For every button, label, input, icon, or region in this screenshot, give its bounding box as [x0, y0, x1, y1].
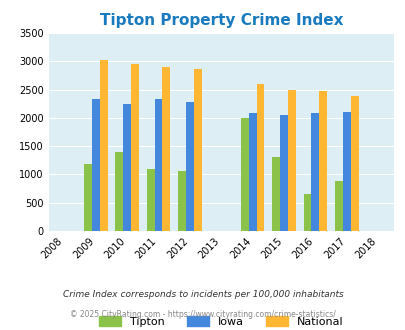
Bar [248, 113, 256, 231]
Bar [131, 64, 139, 231]
Bar [84, 164, 92, 231]
Bar [193, 69, 201, 231]
Bar [272, 157, 279, 231]
Bar [123, 104, 131, 231]
Bar [350, 96, 358, 231]
Bar [279, 115, 287, 231]
Bar [178, 171, 185, 231]
Bar [287, 89, 295, 231]
Bar [303, 194, 311, 231]
Bar [100, 60, 107, 231]
Bar [342, 112, 350, 231]
Bar [185, 102, 193, 231]
Bar [311, 113, 318, 231]
Bar [256, 84, 264, 231]
Text: © 2025 CityRating.com - https://www.cityrating.com/crime-statistics/: © 2025 CityRating.com - https://www.city… [70, 310, 335, 319]
Bar [154, 99, 162, 231]
Bar [240, 118, 248, 231]
Title: Tipton Property Crime Index: Tipton Property Crime Index [99, 13, 342, 28]
Bar [334, 181, 342, 231]
Bar [115, 152, 123, 231]
Bar [92, 99, 100, 231]
Legend: Tipton, Iowa, National: Tipton, Iowa, National [94, 312, 347, 330]
Bar [146, 169, 154, 231]
Bar [318, 91, 326, 231]
Text: Crime Index corresponds to incidents per 100,000 inhabitants: Crime Index corresponds to incidents per… [62, 290, 343, 299]
Bar [162, 67, 170, 231]
